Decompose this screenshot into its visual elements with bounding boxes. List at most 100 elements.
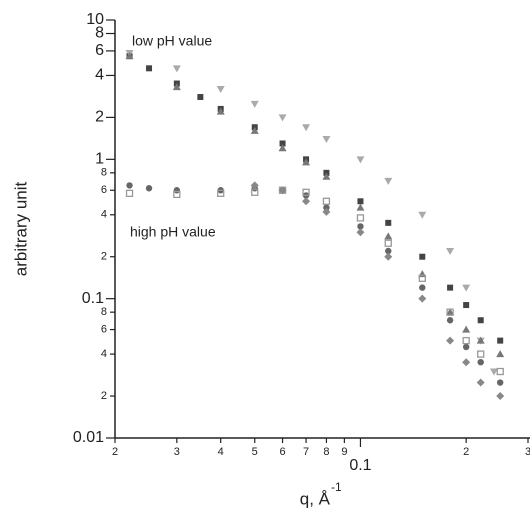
point	[384, 232, 393, 240]
point	[462, 325, 471, 333]
x-tick-label: 7	[303, 446, 309, 458]
point	[462, 343, 470, 351]
point	[197, 94, 204, 101]
point	[476, 378, 485, 387]
x-tick-label: 4	[218, 446, 224, 458]
point	[125, 52, 134, 60]
y-tick-label: 10	[86, 11, 104, 28]
point	[216, 85, 225, 93]
point	[356, 228, 365, 237]
point	[496, 392, 505, 401]
point	[357, 223, 364, 230]
point	[477, 317, 484, 324]
point	[323, 204, 330, 211]
point	[418, 274, 426, 282]
point	[462, 336, 470, 345]
x-tick-label: 8	[323, 446, 329, 458]
y-tick-label: 2	[101, 251, 107, 263]
x-tick-label: 3	[525, 446, 530, 458]
point	[146, 65, 153, 72]
point	[463, 302, 470, 309]
point	[418, 294, 427, 303]
y-tick-label: 8	[101, 306, 107, 318]
point	[496, 379, 504, 386]
point	[446, 308, 454, 316]
y-tick-label: 2	[95, 109, 104, 126]
x-axis-title-sup: -1	[331, 480, 342, 494]
point	[322, 197, 331, 205]
point	[462, 284, 471, 292]
point	[278, 144, 287, 152]
point	[145, 185, 153, 192]
y-tick-label: 0.01	[73, 429, 104, 446]
point	[322, 135, 331, 143]
point	[477, 358, 484, 366]
y-tick-label: 6	[101, 323, 107, 335]
point	[356, 203, 365, 211]
y-tick-label: 4	[101, 209, 107, 221]
x-axis-title: q, Å	[300, 489, 331, 508]
point	[476, 336, 485, 344]
point	[384, 177, 393, 185]
point	[446, 308, 455, 316]
point	[173, 190, 181, 199]
annotation: low pH value	[132, 33, 212, 49]
point	[172, 65, 181, 73]
point	[322, 172, 331, 180]
point	[356, 214, 365, 222]
point	[496, 367, 504, 376]
point	[356, 156, 365, 164]
point	[302, 124, 311, 132]
x-tick-label: 2	[112, 446, 118, 458]
y-tick-label: 6	[101, 184, 107, 196]
y-tick-label: 4	[101, 348, 107, 360]
point	[173, 187, 181, 194]
x-tick-label: 5	[252, 446, 258, 458]
point	[126, 182, 133, 189]
point	[497, 337, 504, 344]
x-tick-label: 6	[279, 446, 285, 458]
y-tick-label: 0.1	[82, 290, 104, 307]
point	[462, 358, 471, 367]
x-tick-label: 0.1	[349, 457, 371, 474]
point	[477, 350, 485, 358]
point	[496, 350, 505, 358]
y-axis-title: arbitrary unit	[11, 181, 30, 276]
point	[278, 186, 287, 195]
point	[125, 189, 134, 197]
point	[385, 219, 392, 226]
y-tick-label: 8	[101, 167, 107, 179]
point	[250, 181, 259, 190]
point	[172, 83, 181, 91]
y-tick-label: 8	[95, 25, 104, 42]
point	[447, 284, 454, 291]
point	[217, 189, 225, 197]
annotation: high pH value	[130, 224, 216, 240]
point	[384, 252, 393, 261]
y-tick-label: 1	[95, 151, 104, 168]
point	[216, 107, 225, 115]
point	[384, 239, 392, 247]
point	[302, 188, 310, 196]
point	[418, 211, 427, 219]
point	[302, 158, 311, 166]
point	[302, 197, 311, 206]
point	[322, 207, 331, 216]
point	[419, 253, 426, 260]
y-tick-label: 2	[101, 390, 107, 402]
point	[385, 247, 392, 255]
point	[489, 368, 498, 376]
point	[446, 247, 455, 255]
point	[279, 140, 286, 147]
y-tick-label: 6	[95, 42, 104, 59]
point	[357, 198, 364, 205]
point	[446, 336, 455, 345]
x-tick-label: 2	[463, 446, 469, 458]
point	[278, 114, 287, 122]
x-tick-label: 3	[174, 446, 180, 458]
y-tick-label: 4	[95, 67, 104, 84]
point	[419, 284, 426, 291]
point	[446, 317, 454, 324]
